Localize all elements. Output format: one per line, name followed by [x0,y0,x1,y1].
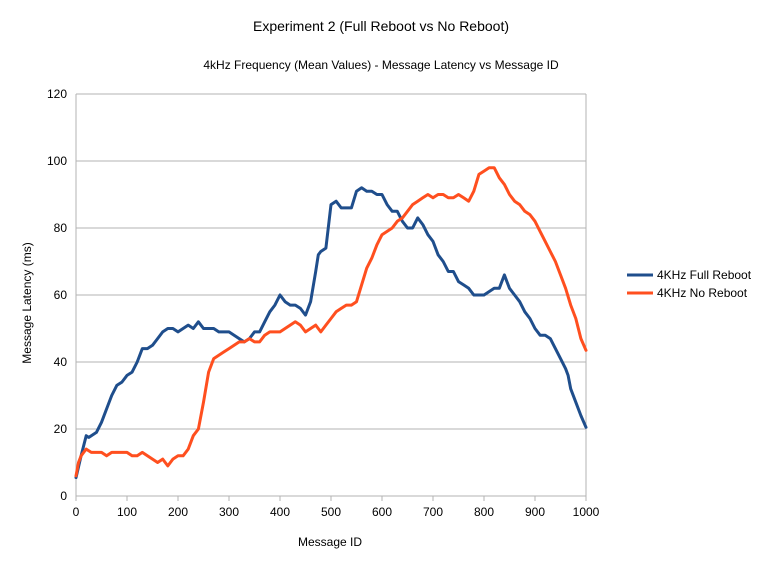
x-tick-label: 800 [474,505,494,519]
x-tick-label: 300 [219,505,239,519]
x-tick-labels: 0 100 200 300 400 500 600 700 800 900 1000 [73,505,600,519]
x-tick-label: 900 [525,505,545,519]
x-tick-label: 700 [423,505,443,519]
y-tick-label: 40 [54,355,68,369]
x-tick-label: 500 [321,505,341,519]
legend: 4KHz Full Reboot 4KHz No Reboot [627,268,752,300]
axes [75,94,587,501]
x-tick-label: 100 [117,505,137,519]
y-tick-label: 20 [54,422,68,436]
series-line-no-reboot [74,166,588,478]
y-tick-labels: 0 20 40 60 80 100 120 [47,87,67,503]
y-axis-label: Message Latency (ms) [20,242,34,363]
legend-label: 4KHz Full Reboot [657,268,752,282]
y-tick-label: 80 [54,221,68,235]
x-axis-label: Message ID [298,535,362,549]
legend-label: 4KHz No Reboot [657,286,748,300]
y-tick-label: 120 [47,87,67,101]
chart-title: Experiment 2 (Full Reboot vs No Reboot) [253,18,509,34]
series-line-full-reboot [74,186,588,480]
x-tick-label: 1000 [573,505,600,519]
x-tick-label: 200 [168,505,188,519]
y-tick-label: 0 [60,489,67,503]
y-tick-label: 100 [47,154,67,168]
y-tick-label: 60 [54,288,68,302]
chart-subtitle: 4kHz Frequency (Mean Values) - Message L… [203,58,559,72]
x-tick-label: 0 [73,505,80,519]
x-tick-label: 400 [270,505,290,519]
x-tick-label: 600 [372,505,392,519]
series-lines [74,166,588,480]
